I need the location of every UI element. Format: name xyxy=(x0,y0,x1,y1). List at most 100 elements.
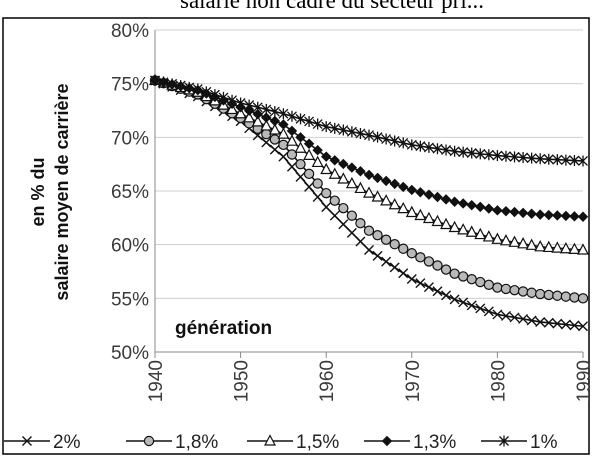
data-point xyxy=(466,300,477,311)
legend: 2% 1,8% 1,5% 1,3% 1% xyxy=(4,432,558,453)
data-point xyxy=(252,108,263,120)
data-point xyxy=(578,321,588,332)
data-point xyxy=(569,155,580,167)
data-point xyxy=(405,205,418,218)
data-point xyxy=(372,230,383,241)
data-point xyxy=(355,166,366,177)
data-point xyxy=(552,318,563,329)
data-point xyxy=(337,172,350,184)
data-point xyxy=(509,206,520,218)
x-tick-label: 1940 xyxy=(146,360,167,402)
data-point xyxy=(312,145,323,156)
data-point xyxy=(269,106,280,118)
data-point xyxy=(543,317,554,328)
data-point xyxy=(285,134,298,146)
data-point xyxy=(294,141,307,153)
data-point xyxy=(569,320,580,331)
data-point xyxy=(277,127,290,139)
data-point xyxy=(475,303,486,314)
data-point xyxy=(372,131,383,143)
data-point xyxy=(483,203,495,214)
data-point xyxy=(432,143,443,155)
data-point xyxy=(286,125,298,137)
x-tick-label: 1950 xyxy=(232,360,253,402)
data-point xyxy=(543,209,554,221)
y-gridlines xyxy=(155,29,583,299)
series-layer xyxy=(149,73,589,332)
data-point xyxy=(543,289,554,301)
data-point xyxy=(542,240,555,253)
data-point xyxy=(312,178,323,189)
legend-item: 1,3% xyxy=(364,432,456,453)
data-point xyxy=(354,181,367,194)
data-point xyxy=(491,232,504,244)
data-point xyxy=(457,198,469,209)
data-point xyxy=(303,168,315,180)
data-point xyxy=(261,103,272,115)
data-point xyxy=(552,290,563,301)
data-point xyxy=(483,279,495,291)
data-point xyxy=(526,287,537,298)
data-point xyxy=(389,239,400,250)
data-point xyxy=(398,181,409,193)
data-point xyxy=(577,293,589,304)
data-point xyxy=(184,81,195,93)
data-point xyxy=(535,288,546,300)
data-point xyxy=(261,137,272,148)
data-point xyxy=(406,274,417,285)
data-point xyxy=(346,210,358,221)
data-point xyxy=(389,178,400,190)
data-point xyxy=(372,172,383,184)
data-point xyxy=(535,153,546,165)
data-point xyxy=(381,256,392,267)
data-point xyxy=(517,207,529,219)
data-point xyxy=(458,297,469,308)
data-point xyxy=(449,196,460,207)
y-tick-label: 55% xyxy=(111,289,149,310)
legend-marker xyxy=(22,436,32,446)
data-point xyxy=(278,119,289,130)
data-point xyxy=(321,187,332,199)
data-point xyxy=(458,146,469,158)
data-point xyxy=(363,169,375,181)
data-point xyxy=(372,250,383,261)
data-point xyxy=(414,208,427,221)
chart-frame xyxy=(2,17,590,455)
data-point xyxy=(286,161,297,172)
data-point xyxy=(440,264,452,275)
data-point xyxy=(577,243,589,255)
data-point xyxy=(328,167,341,179)
legend-marker xyxy=(499,435,509,447)
data-point xyxy=(380,175,392,187)
data-point xyxy=(234,106,247,119)
data-point xyxy=(449,294,460,305)
data-point xyxy=(338,124,349,136)
data-point xyxy=(406,248,417,259)
data-point xyxy=(415,187,426,198)
data-point xyxy=(338,158,349,170)
data-point xyxy=(150,74,160,86)
x-tick-label: 1970 xyxy=(403,360,424,402)
data-point xyxy=(543,153,554,165)
data-point xyxy=(457,271,469,282)
data-point xyxy=(329,210,340,221)
data-point xyxy=(269,115,281,127)
data-point xyxy=(483,149,494,161)
generation-annotation: génération xyxy=(175,318,272,339)
data-point xyxy=(243,105,255,116)
data-point xyxy=(475,276,486,288)
data-point xyxy=(534,209,546,220)
data-point xyxy=(449,145,460,157)
series-line xyxy=(154,79,584,162)
data-point xyxy=(312,118,323,130)
data-point xyxy=(423,256,435,267)
data-point xyxy=(517,286,529,297)
data-point xyxy=(329,122,340,134)
data-point xyxy=(578,155,588,167)
legend-label: 1,8% xyxy=(175,432,218,453)
data-point xyxy=(448,220,461,233)
data-point xyxy=(381,133,392,145)
data-point xyxy=(278,151,289,162)
data-point xyxy=(499,234,512,246)
